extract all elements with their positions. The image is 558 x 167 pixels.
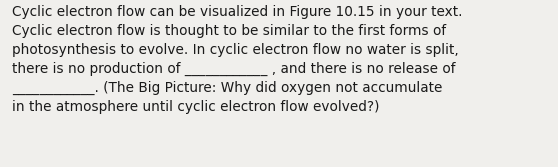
Text: Cyclic electron flow can be visualized in Figure 10.15 in your text.
Cyclic elec: Cyclic electron flow can be visualized i… bbox=[12, 5, 463, 114]
